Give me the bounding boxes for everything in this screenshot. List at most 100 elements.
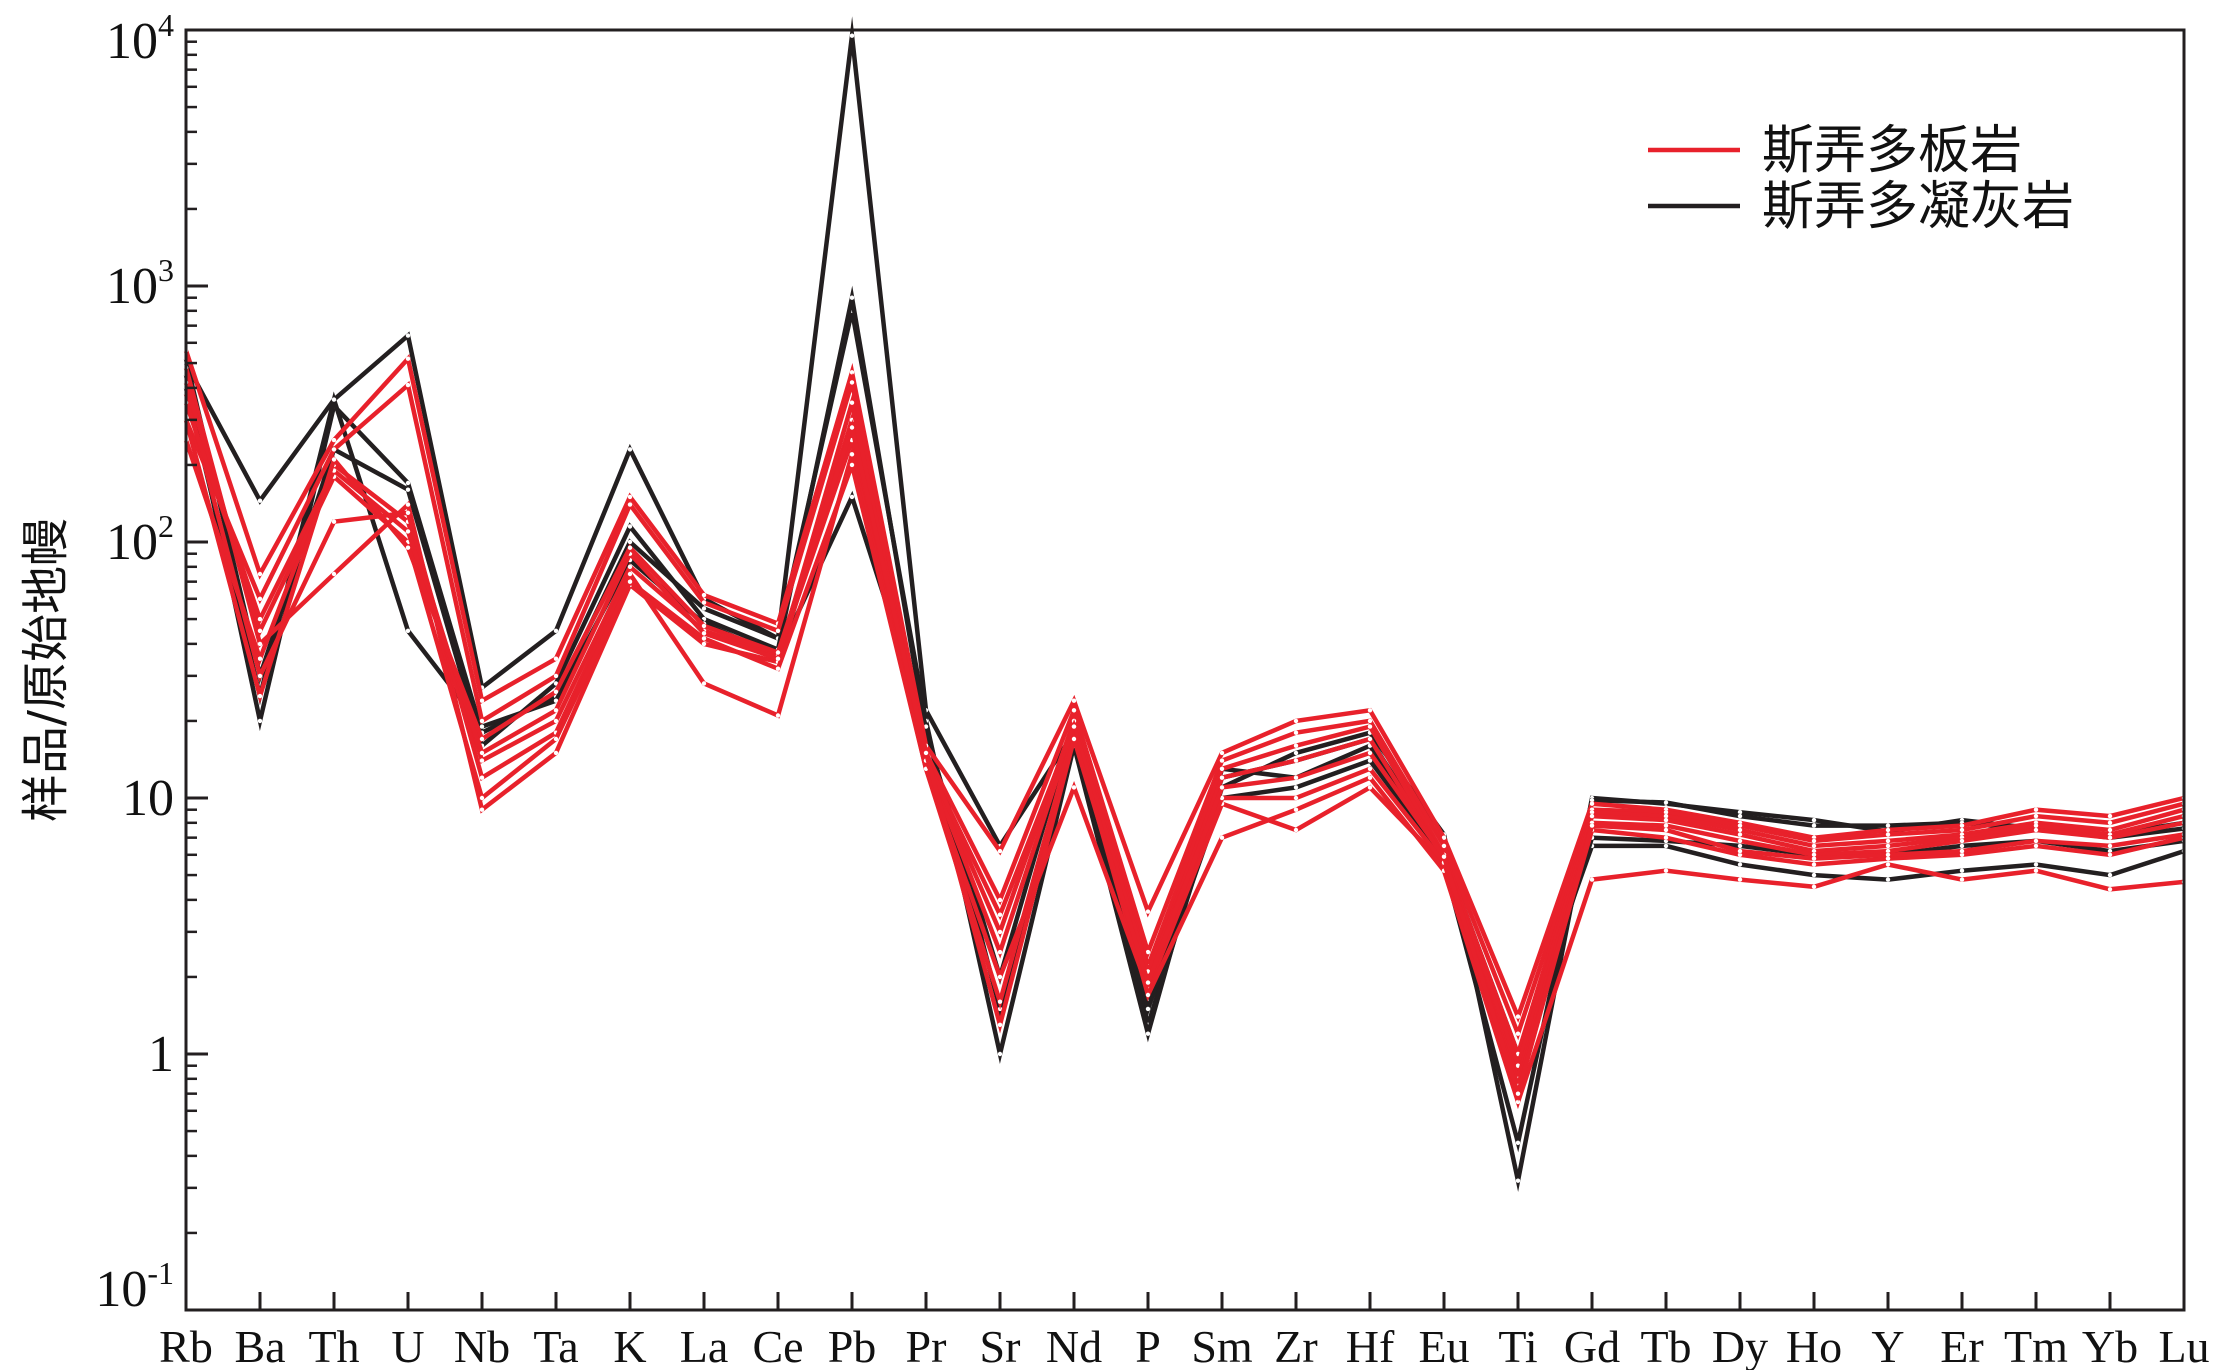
- y-tick-exponent: 2: [158, 508, 174, 544]
- x-tick-label: Sr: [980, 1321, 1021, 1370]
- data-point: [1219, 835, 1225, 840]
- data-point: [1145, 1006, 1151, 1012]
- y-tick-exponent: 4: [158, 7, 174, 43]
- x-tick-label: Ti: [1498, 1321, 1537, 1370]
- data-point: [2107, 887, 2113, 892]
- data-point: [1737, 848, 1743, 854]
- y-tick-base: 10: [95, 1261, 147, 1318]
- x-tick-label: Dy: [1712, 1321, 1768, 1370]
- data-point: [701, 623, 707, 629]
- data-point: [1737, 813, 1743, 819]
- data-point: [1811, 856, 1817, 861]
- data-point: [1293, 750, 1299, 756]
- x-tick-label: Eu: [1418, 1321, 1469, 1370]
- data-point: [257, 718, 263, 724]
- data-point: [1367, 758, 1373, 763]
- data-point: [1367, 766, 1373, 771]
- data-point: [997, 848, 1003, 854]
- data-point: [701, 681, 707, 686]
- data-point: [479, 736, 485, 742]
- data-point: [257, 596, 263, 601]
- data-point: [1515, 1031, 1521, 1036]
- data-point: [1219, 758, 1225, 763]
- data-point: [627, 545, 633, 550]
- data-point: [1885, 827, 1891, 833]
- y-tick-label: 10-1: [95, 1255, 174, 1318]
- data-point: [1071, 785, 1077, 790]
- data-point: [1885, 862, 1891, 867]
- plot-area-frame: [184, 28, 2186, 1312]
- data-point: [701, 636, 707, 641]
- data-point: [775, 656, 781, 661]
- data-point: [1663, 800, 1669, 805]
- data-point: [1515, 1091, 1521, 1096]
- series-line-6: [183, 373, 2185, 1041]
- data-point: [1959, 877, 1965, 882]
- data-point: [1293, 758, 1299, 763]
- data-point: [1663, 813, 1669, 819]
- series-line-7: [183, 367, 2185, 1062]
- data-point: [1293, 807, 1299, 812]
- y-tick-label: 103: [106, 252, 174, 315]
- data-point: [849, 425, 855, 430]
- data-point: [1737, 832, 1743, 837]
- data-point: [1589, 813, 1595, 819]
- data-point: [257, 498, 263, 503]
- data-point: [405, 545, 411, 550]
- data-point: [2107, 827, 2113, 833]
- data-point: [1737, 838, 1743, 844]
- x-tick-label: Nb: [454, 1321, 510, 1370]
- data-point: [1441, 854, 1447, 859]
- data-point: [2107, 820, 2113, 825]
- data-point: [1071, 708, 1077, 713]
- x-tick-label: Pb: [828, 1321, 877, 1370]
- data-point: [1515, 1099, 1521, 1105]
- x-tick-label: La: [680, 1321, 729, 1370]
- x-tick-label: U: [391, 1321, 424, 1370]
- data-point: [849, 494, 855, 500]
- x-tick-label: Ho: [1786, 1321, 1842, 1370]
- data-point: [1367, 718, 1373, 724]
- x-tick-label: Ce: [752, 1321, 803, 1370]
- data-point: [2033, 838, 2039, 844]
- data-point: [1737, 823, 1743, 828]
- data-point: [2033, 868, 2039, 873]
- legend-label: 斯弄多凝灰岩: [1762, 177, 2074, 237]
- data-point: [997, 999, 1003, 1004]
- data-point: [1663, 868, 1669, 873]
- data-point: [701, 592, 707, 598]
- data-point: [1959, 843, 1965, 849]
- data-point: [997, 1022, 1003, 1027]
- data-point: [997, 974, 1003, 980]
- data-point: [627, 564, 633, 569]
- data-point: [627, 579, 633, 584]
- data-point: [2107, 813, 2113, 819]
- data-point: [1885, 832, 1891, 837]
- data-point: [257, 628, 263, 633]
- data-point: [1219, 750, 1225, 756]
- data-point: [849, 400, 855, 405]
- data-point: [1145, 909, 1151, 914]
- data-point: [405, 628, 411, 633]
- data-point: [479, 758, 485, 763]
- data-point: [331, 397, 337, 402]
- data-point: [1145, 992, 1151, 998]
- y-tick-base: 10: [106, 514, 158, 571]
- x-tick-label: K: [613, 1321, 646, 1370]
- data-point: [257, 693, 263, 699]
- data-point: [405, 529, 411, 534]
- data-point: [1589, 801, 1595, 806]
- data-point: [1219, 766, 1225, 771]
- data-point: [1811, 872, 1817, 878]
- x-tick-label: Rb: [159, 1321, 213, 1370]
- series-line-9: [183, 393, 2185, 1087]
- y-tick-base: 1: [148, 1026, 174, 1083]
- data-point: [923, 724, 929, 729]
- data-point: [1219, 775, 1225, 780]
- data-point: [479, 718, 485, 724]
- data-point: [1219, 785, 1225, 790]
- data-point: [2107, 835, 2113, 840]
- data-point: [331, 457, 337, 462]
- y-tick-label: 10: [122, 770, 174, 827]
- data-point: [553, 750, 559, 756]
